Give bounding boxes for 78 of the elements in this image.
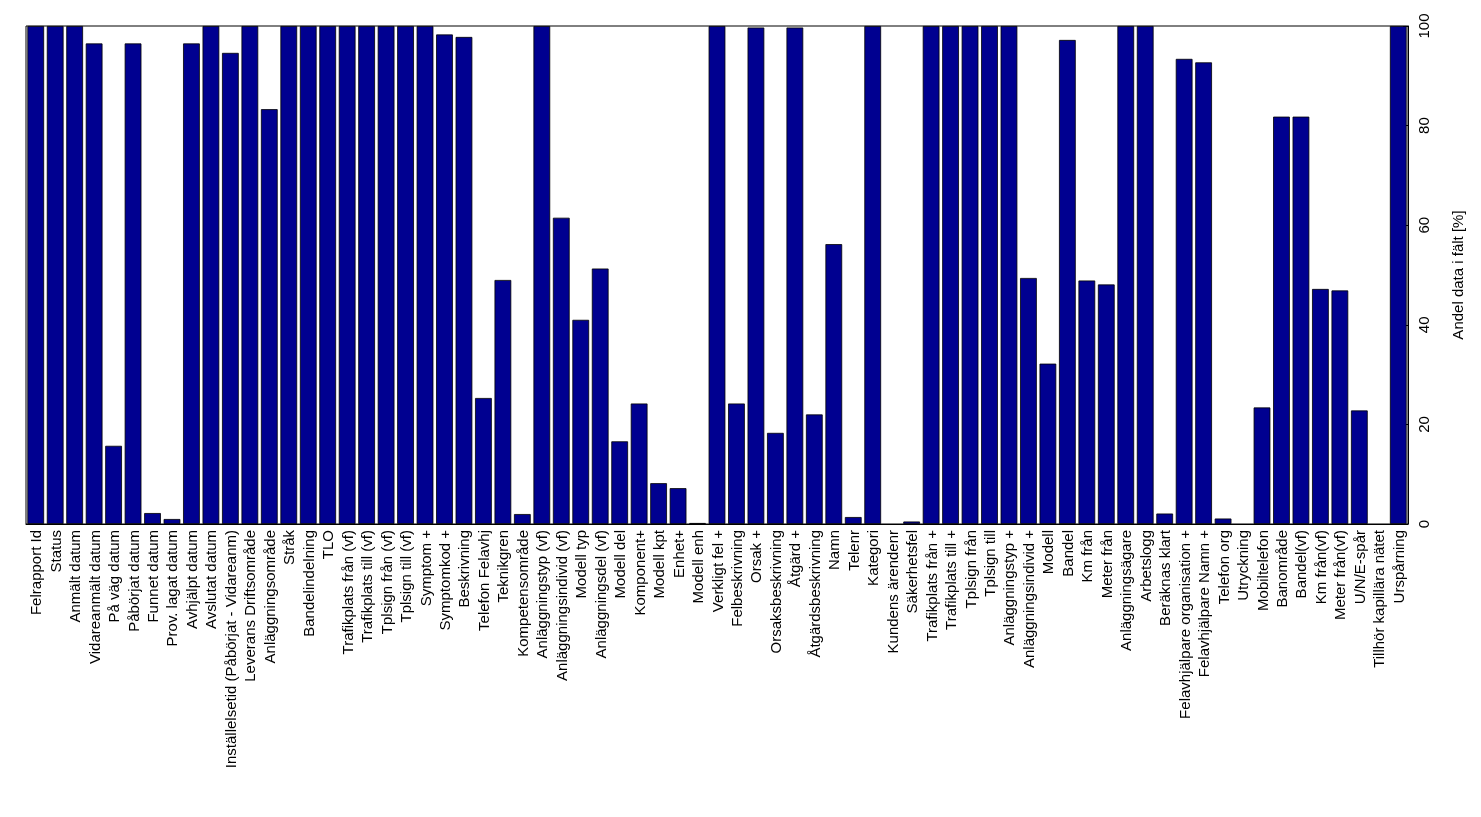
- x-tick-label: Prov. lagat datum: [163, 530, 181, 647]
- y-tick-label: 100: [1415, 13, 1432, 39]
- x-tick-label: Åtgärd +: [786, 529, 804, 588]
- x-tick-label: Tplsign till: [981, 530, 999, 597]
- x-tick-label: Meter från: [1097, 530, 1115, 599]
- x-tick-label: Meter från(vf): [1331, 530, 1349, 621]
- x-tick-label: Anläggningsindivid (vf): [552, 530, 570, 681]
- x-tick-label: Modell del: [611, 530, 629, 599]
- x-tick-label: Avslutat datum: [202, 530, 220, 629]
- y-tick-label: 60: [1415, 216, 1432, 234]
- x-tick-label: Telefon Felavhj: [474, 530, 492, 631]
- x-tick-label: Km från(vf): [1311, 530, 1329, 605]
- y-tick-label: 40: [1415, 316, 1432, 334]
- x-tick-label: Beskrivning: [455, 530, 473, 608]
- x-tick-label: Modell kpt: [650, 529, 668, 599]
- x-tick-label: Tillhör kapillära nätet: [1370, 529, 1388, 668]
- x-tick-label: Mobiltelefon: [1253, 530, 1271, 611]
- x-tick-label: Utryckning: [1234, 530, 1252, 601]
- x-tick-label: Anläggningsdel (vf): [591, 530, 609, 659]
- x-tick-label: Tplsign till (vf): [397, 530, 415, 623]
- x-tick-label: Enhet+: [669, 529, 687, 578]
- x-tick-label: Namn: [825, 530, 843, 571]
- x-tick-label: Km från: [1078, 530, 1096, 583]
- x-tick-label: Status: [46, 530, 64, 573]
- x-tick-label: Orsaksbeskrivning: [766, 530, 784, 654]
- x-tick-label: Åtgärdsbeskrivning: [805, 530, 823, 658]
- x-tick-label: Avhjälpt datum: [182, 530, 200, 629]
- x-tick-label: På väg datum: [105, 530, 123, 623]
- x-tick-label: Kundens ärendenr: [883, 530, 901, 654]
- x-tick-label: Banområde: [1272, 530, 1290, 608]
- x-tick-label: Orsak +: [747, 529, 765, 583]
- x-tick-label: Funnet datum: [144, 530, 162, 623]
- x-tick-label: Symptomkod +: [435, 529, 453, 631]
- x-tick-label: Tplsign från: [961, 530, 979, 609]
- y-tick-label: 0: [1415, 519, 1432, 529]
- x-tick-label: Verkligt fel +: [708, 529, 726, 613]
- x-tick-label: Felbeskrivning: [727, 530, 745, 627]
- x-tick-label: Felrapport Id: [27, 530, 45, 616]
- x-tick-label: Felavhjälpare organisation +: [1175, 529, 1193, 719]
- x-tick-label: Anmält datum: [66, 530, 84, 623]
- y-axis-title: Andel data i fält [%]: [1449, 210, 1466, 340]
- x-tick-label: Kompetensområde: [513, 530, 531, 657]
- x-tick-label: Bandelindelning: [299, 530, 317, 637]
- x-tick-label: Vidareanmält datum: [85, 530, 103, 664]
- x-tick-label: Trafikplats från +: [922, 529, 940, 642]
- x-tick-label: Komponent+: [630, 529, 648, 616]
- x-tick-label: Modell: [1039, 530, 1057, 575]
- x-tick-label: Säkerhetsfel: [903, 530, 921, 614]
- x-tick-label: Påbörjat datum: [124, 530, 142, 632]
- x-tick-label: Symptom +: [416, 529, 434, 607]
- x-tick-label: Arbetslogg: [1136, 530, 1154, 602]
- x-tick-label: Anläggningstyp +: [1000, 529, 1018, 646]
- x-tick-label: Leverans Driftsområde: [241, 530, 259, 682]
- x-tick-label: Telefon org: [1214, 530, 1232, 605]
- x-tick-label: Tplsign från (vf): [377, 530, 395, 635]
- x-tick-label: Trafikplats från (vf): [338, 530, 356, 655]
- x-tick-label: Anläggningstyp (vf): [533, 530, 551, 659]
- x-tick-label: Teknikgren: [494, 530, 512, 603]
- x-tick-label: Kategori: [864, 530, 882, 586]
- x-tick-label: Inställelsetid (Påbörjat - Vidareanm): [221, 530, 239, 769]
- x-tick-label: Bandel(vf): [1292, 530, 1310, 599]
- y-tick-label: 20: [1415, 416, 1432, 433]
- x-tick-label: Urspårning: [1389, 530, 1407, 604]
- y-tick-label: 80: [1415, 117, 1432, 134]
- x-tick-label: Modell typ: [572, 530, 590, 599]
- x-tick-label: Anläggningsområde: [260, 530, 278, 664]
- x-tick-label: Beräknas klart: [1156, 529, 1174, 626]
- x-tick-label: Telenr: [844, 530, 862, 571]
- x-tick-label: Bandel: [1058, 530, 1076, 577]
- x-tick-label: Felavhjälpare Namn +: [1195, 529, 1213, 678]
- x-tick-label: Modell enh: [689, 530, 707, 604]
- x-tick-label: Anläggningsindivid +: [1019, 529, 1037, 669]
- x-tick-label: TLO: [319, 530, 337, 560]
- x-tick-label: Stråk: [280, 529, 298, 566]
- x-tick-label: Trafikplats till (vf): [358, 530, 376, 643]
- x-tick-label: U/N/E-spår: [1350, 530, 1368, 605]
- x-tick-label: Anläggningsägare: [1117, 530, 1135, 651]
- x-tick-label: Trafikplats till +: [942, 529, 960, 630]
